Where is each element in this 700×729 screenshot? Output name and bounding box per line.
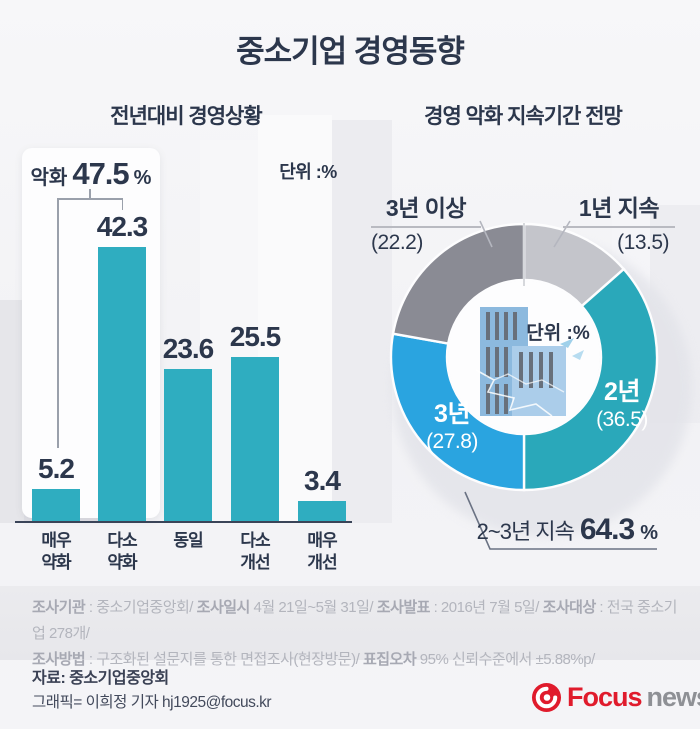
survey-info-text: 조사기관 : 중소기업중앙회/ 조사일시 4월 21일~5월 31일/ 조사발표… <box>32 595 682 673</box>
paper-plane-icon <box>560 338 584 360</box>
segment-label: 3년 <box>434 400 470 428</box>
donut-annotation: 2~3년 지속 64.3% <box>400 513 658 547</box>
segment-label: 3년 이상 <box>371 189 481 228</box>
survey-field-label: 조사기관 <box>32 599 86 616</box>
survey-field-value: : 2016년 7월 5일/ <box>429 599 543 616</box>
logo-suffix-text: news <box>646 682 700 712</box>
building-windows <box>519 352 559 388</box>
survey-line-2: 조사방법 : 구조화된 설문지를 통한 면접조사(현장방문)/ 표집오차 95%… <box>32 647 682 673</box>
survey-field-label: 조사일시 <box>196 599 251 616</box>
segment-label-2-years: 2년 (36.5) <box>567 372 677 432</box>
bar-chart-unit-label: 단위 :% <box>279 162 337 182</box>
segment-label: 2년 <box>604 378 640 406</box>
bar <box>298 501 346 523</box>
bar <box>32 489 80 523</box>
bar-plot-area: 5.2 42.3 23.6 25.5 3.4 <box>15 140 355 523</box>
page-title: 중소기업 경영동향 <box>236 34 465 69</box>
bar-value-label: 42.3 <box>96 211 149 242</box>
survey-line-1: 조사기관 : 중소기업중앙회/ 조사일시 4월 21일~5월 31일/ 조사발표… <box>32 595 682 647</box>
survey-field-label: 조사방법 <box>32 651 86 668</box>
crack-lines-illustration <box>475 369 565 417</box>
donut-chart-title: 경영 악화 지속기간 전망 <box>424 105 623 128</box>
annotation-unit: % <box>640 522 658 544</box>
bar-value-label: 25.5 <box>229 321 282 352</box>
bracket-stem <box>89 189 91 199</box>
data-source-credit: 자료: 중소기업중앙회 <box>32 670 169 687</box>
segment-callout-1-year: 1년 지속 (13.5) <box>563 189 675 255</box>
annotation-unit: % <box>133 167 152 189</box>
segment-value: (27.8) <box>426 430 478 453</box>
segment-value: (36.5) <box>596 408 648 431</box>
bar-category-label: 다소 약화 <box>107 531 137 572</box>
segment-value: (22.2) <box>371 231 423 254</box>
bar-category-label: 동일 <box>173 531 203 550</box>
segment-label-3-years: 3년 (27.8) <box>397 394 507 454</box>
survey-field-label: 조사대상 <box>542 599 597 616</box>
building-illustration-short <box>512 346 566 416</box>
survey-field-value: : 구조화된 설문지를 통한 면접조사(현장방문)/ <box>85 651 363 668</box>
survey-field-value: 95% 신뢰수준에서 ±5.88%p/ <box>416 651 595 668</box>
donut-chart <box>389 222 659 492</box>
bar-chart-title: 전년대비 경영상황 <box>110 105 262 128</box>
annotation-label: 2~3년 지속 <box>476 519 575 544</box>
survey-field-value: 4월 21일~5월 31일/ <box>249 599 377 616</box>
segment-label: 1년 지속 <box>563 189 675 228</box>
worse-group-annotation: 악화 47.5% <box>22 156 160 192</box>
bar <box>231 357 279 523</box>
bar-value-label: 3.4 <box>304 465 341 496</box>
bar-value-label: 23.6 <box>162 333 215 364</box>
segment-callout-3plus-years: 3년 이상 (22.2) <box>371 189 481 255</box>
survey-field-value: : 중소기업중앙회/ <box>85 599 197 616</box>
focus-news-logo-icon <box>531 682 562 713</box>
bracket-right-drop <box>121 198 123 210</box>
survey-field-value: : 전국 중소기업 278개/ <box>32 599 677 642</box>
survey-field-label: 조사발표 <box>376 599 431 616</box>
donut-unit-label: 단위 :% <box>526 323 590 344</box>
bar <box>98 247 146 523</box>
bracket-horizontal <box>57 198 123 200</box>
annotation-label: 악화 <box>30 167 68 189</box>
survey-field-label: 표집오차 <box>362 651 417 668</box>
graphic-credit: 그래픽= 이희정 기자 hj1925@focus.kr <box>32 694 272 711</box>
logo-brand-text: Focus <box>567 682 643 712</box>
bar <box>164 369 212 523</box>
bar-category-label: 다소 개선 <box>240 531 270 572</box>
bar-category-label: 매우 개선 <box>307 531 337 572</box>
bracket-left-drop <box>57 198 59 448</box>
donut-segment <box>389 332 526 492</box>
bar-category-label: 매우 약화 <box>41 531 71 572</box>
annotation-value: 47.5 <box>72 156 129 191</box>
focus-news-logo: Focusnews <box>531 682 700 713</box>
bar-category-labels: 매우 약화 다소 약화 동일 다소 개선 매우 개선 <box>15 530 355 580</box>
annotation-value: 64.3 <box>579 513 635 546</box>
donut-segment <box>522 267 659 492</box>
survey-info-band <box>0 586 700 660</box>
segment-value: (13.5) <box>617 231 669 254</box>
x-axis-line <box>15 521 352 523</box>
skyline-building <box>332 120 392 523</box>
bar-value-label: 5.2 <box>38 453 75 484</box>
